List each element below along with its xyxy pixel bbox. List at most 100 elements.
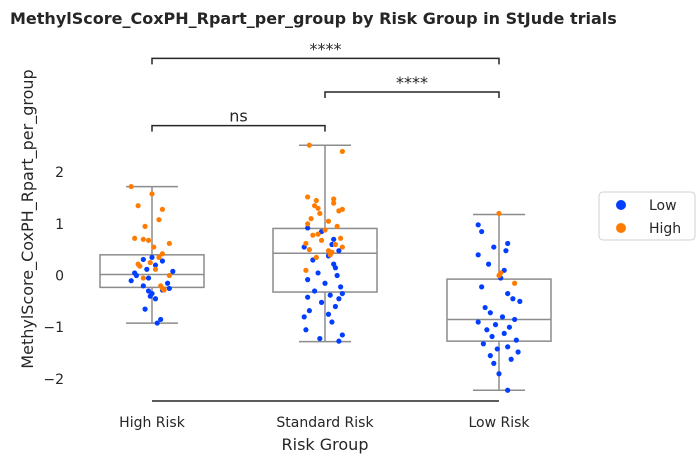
legend: Low High xyxy=(598,191,696,241)
data-point xyxy=(482,304,488,311)
data-point xyxy=(132,235,138,241)
data-point xyxy=(308,216,314,222)
point-layer xyxy=(128,142,523,393)
data-point xyxy=(313,254,319,261)
data-point xyxy=(145,275,152,281)
data-point xyxy=(496,210,502,217)
data-point xyxy=(513,337,519,343)
data-point xyxy=(479,228,485,235)
data-point xyxy=(331,236,337,242)
data-point xyxy=(479,284,485,290)
data-point xyxy=(128,278,134,284)
data-point xyxy=(305,277,311,283)
data-point xyxy=(159,251,166,257)
data-point xyxy=(336,208,342,214)
data-point xyxy=(506,324,513,330)
data-point xyxy=(161,287,167,293)
data-point xyxy=(492,322,499,328)
data-point xyxy=(159,258,166,264)
data-point xyxy=(303,240,309,247)
data-point xyxy=(480,341,486,347)
data-point xyxy=(491,360,497,366)
data-point xyxy=(306,142,312,148)
data-point xyxy=(301,314,307,320)
data-point xyxy=(501,330,507,337)
data-point xyxy=(322,280,328,286)
data-point xyxy=(331,196,337,202)
data-point xyxy=(336,338,342,344)
data-point xyxy=(338,235,344,241)
data-point xyxy=(505,344,511,350)
x-axis: High Risk Standard Risk Low Risk xyxy=(119,415,530,431)
data-point xyxy=(329,319,335,325)
data-point xyxy=(339,290,345,297)
data-point xyxy=(508,356,514,362)
data-point xyxy=(151,244,157,250)
data-point xyxy=(317,210,323,217)
data-point xyxy=(170,268,176,274)
x-tick-label: High Risk xyxy=(119,415,186,431)
bracket-line xyxy=(324,91,500,98)
data-point xyxy=(503,248,509,254)
significance-bracket-2: **** xyxy=(324,73,500,98)
data-point xyxy=(339,148,345,155)
data-point xyxy=(489,333,495,340)
data-point xyxy=(496,371,502,377)
chart-title: MethylScore_CoxPH_Rpart_per_group by Ris… xyxy=(10,9,617,28)
data-point xyxy=(142,223,148,229)
data-point xyxy=(310,232,316,238)
data-point xyxy=(313,197,319,204)
data-point xyxy=(499,314,506,320)
data-point xyxy=(318,299,325,305)
data-point xyxy=(135,203,141,209)
significance-label: **** xyxy=(396,73,428,92)
data-point xyxy=(496,272,502,279)
data-point xyxy=(149,191,155,197)
data-point xyxy=(327,292,333,298)
data-point xyxy=(475,222,481,228)
data-point xyxy=(156,217,162,223)
data-point xyxy=(510,296,516,302)
bracket-line xyxy=(151,124,326,132)
data-point xyxy=(144,266,150,272)
y-tick-label: −1 xyxy=(43,320,64,336)
data-point xyxy=(140,256,146,263)
data-point xyxy=(140,283,146,289)
data-point xyxy=(325,311,332,317)
data-point xyxy=(152,296,159,302)
data-point xyxy=(315,270,321,276)
data-point xyxy=(339,244,345,250)
data-point xyxy=(475,252,481,258)
data-point xyxy=(512,280,518,286)
significance-label: **** xyxy=(310,39,342,58)
data-point xyxy=(152,262,159,268)
y-axis-label: MethylScore_CoxPH_Rpart_per_group xyxy=(18,69,38,368)
data-point xyxy=(156,254,162,261)
data-point xyxy=(505,290,511,297)
data-point xyxy=(305,194,311,200)
data-point xyxy=(336,296,342,302)
significance-bracket-3: **** xyxy=(151,39,500,65)
legend-marker xyxy=(616,200,626,210)
data-point xyxy=(475,319,481,325)
data-point xyxy=(306,247,312,253)
series-high xyxy=(128,142,518,293)
x-tick-label: Low Risk xyxy=(468,415,530,431)
data-point xyxy=(137,263,143,269)
data-point xyxy=(311,288,318,294)
data-point xyxy=(339,332,345,338)
data-point xyxy=(305,294,311,300)
data-point xyxy=(336,248,342,254)
data-point xyxy=(149,254,155,261)
data-point xyxy=(517,298,523,304)
data-point xyxy=(315,205,321,211)
data-point xyxy=(317,335,323,342)
data-point xyxy=(159,206,166,212)
data-point xyxy=(303,267,309,273)
significance-label: ns xyxy=(229,107,247,126)
data-point xyxy=(487,353,493,359)
data-point xyxy=(327,252,333,258)
data-point xyxy=(331,200,337,206)
data-point xyxy=(128,183,134,190)
